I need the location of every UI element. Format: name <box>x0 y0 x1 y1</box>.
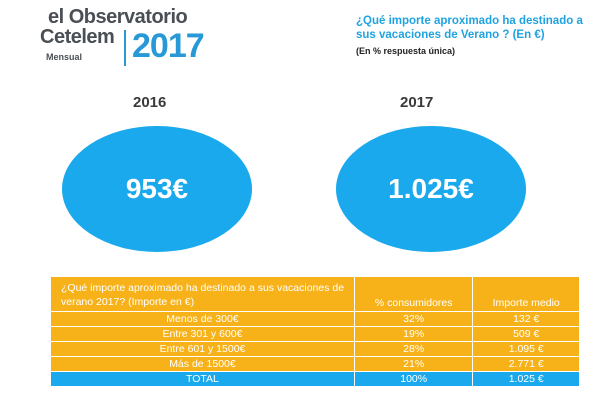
observatorio-logo: el Observatorio Cetelem Mensual 2017 <box>36 6 216 70</box>
year-label-2017: 2017 <box>400 94 434 111</box>
table-row: Entre 301 y 600€ 19% 509 € <box>50 326 580 342</box>
table-row: Menos de 300€ 32% 132 € <box>50 311 580 327</box>
question-text: ¿Qué importe aproximado ha destinado a s… <box>356 15 583 41</box>
logo-line-1: el Observatorio <box>48 6 188 28</box>
table-row: Entre 601 y 1500€ 28% 1.095 € <box>50 341 580 357</box>
row-importe: 2.771 € <box>472 356 580 372</box>
table-row: Más de 1500€ 21% 2.771 € <box>50 356 580 372</box>
row-importe: 509 € <box>472 326 580 342</box>
row-pct: 28% <box>353 341 474 357</box>
total-label: TOTAL <box>50 371 355 387</box>
row-pct: 19% <box>353 326 474 342</box>
year-label-2016: 2016 <box>133 94 167 111</box>
value-circle-2016: 953€ <box>62 126 252 252</box>
logo-year: 2017 <box>132 27 205 65</box>
header-pct: % consumidores <box>353 276 474 312</box>
question-note: (En % respuesta única) <box>356 46 456 56</box>
row-label: Menos de 300€ <box>50 311 355 327</box>
total-pct: 100% <box>353 371 474 387</box>
table-total-row: TOTAL 100% 1.025 € <box>50 371 580 387</box>
row-label: Entre 301 y 600€ <box>50 326 355 342</box>
row-label: Más de 1500€ <box>50 356 355 372</box>
survey-question: ¿Qué importe aproximado ha destinado a s… <box>356 14 596 56</box>
header-question: ¿Qué importe aproximado ha destinado a s… <box>50 276 355 312</box>
row-pct: 32% <box>353 311 474 327</box>
row-pct: 21% <box>353 356 474 372</box>
total-importe: 1.025 € <box>472 371 580 387</box>
value-circle-2017: 1.025€ <box>336 126 526 252</box>
spending-table: ¿Qué importe aproximado ha destinado a s… <box>50 276 580 387</box>
row-importe: 132 € <box>472 311 580 327</box>
table-header-row: ¿Qué importe aproximado ha destinado a s… <box>50 276 580 312</box>
logo-line-3: Mensual <box>46 52 83 62</box>
row-label: Entre 601 y 1500€ <box>50 341 355 357</box>
header-importe: Importe medio <box>472 276 580 312</box>
row-importe: 1.095 € <box>472 341 580 357</box>
logo-line-2: Cetelem <box>40 26 115 48</box>
logo-divider <box>124 30 126 66</box>
